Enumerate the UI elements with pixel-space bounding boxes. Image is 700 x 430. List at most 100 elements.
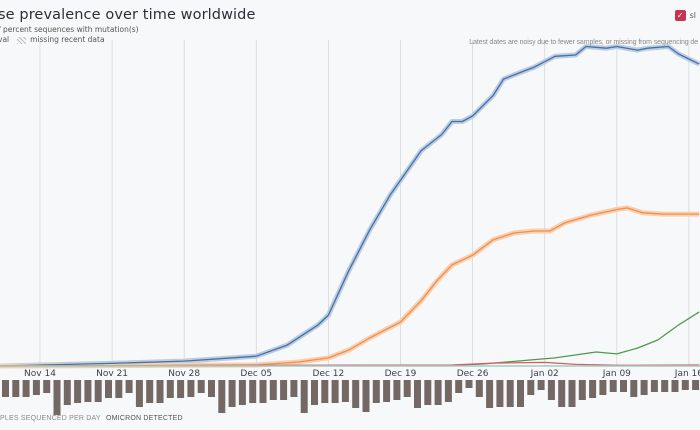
samples-bar: [22, 380, 30, 397]
samples-bar: [692, 380, 700, 390]
samples-bar: [527, 380, 535, 395]
samples-bar: [269, 380, 277, 400]
x-tick-labels: Nov 14 Nov 21 Nov 28 Dec 05 Dec 12 Dec 19 Dec …: [24, 369, 700, 379]
samples-bar: [486, 380, 494, 408]
x-tick-label: Jan 02: [530, 369, 559, 379]
blue-confidence-band: [0, 44, 700, 369]
samples-bar: [465, 380, 473, 388]
samples-bar: [208, 380, 215, 397]
legend-val: val: [0, 35, 10, 44]
samples-bar: [414, 380, 421, 408]
samples-bar: [135, 380, 143, 407]
samples-bar: [547, 380, 555, 400]
x-tick-label: Nov 14: [24, 369, 56, 379]
samples-bar: [578, 380, 586, 400]
samples-bar: [74, 380, 82, 403]
samples-bar: [568, 380, 576, 407]
samples-bar: [362, 380, 370, 412]
samples-bar: [372, 380, 380, 403]
x-tick-label: Jan 16: [674, 369, 700, 379]
show-checkbox[interactable]: ✓ sl: [674, 10, 696, 21]
legend-missing: missing recent data: [17, 35, 105, 44]
samples-bar: [218, 380, 226, 413]
samples-bar: [290, 380, 298, 397]
blue-series-line: [0, 45, 700, 367]
samples-bar: [300, 380, 308, 413]
samples-bar: [187, 380, 195, 397]
x-tick-label: Dec 26: [457, 369, 489, 379]
samples-bar: [228, 380, 236, 407]
orange-confidence-band: [0, 205, 700, 369]
chart-title: se prevalence over time worldwide: [0, 7, 256, 23]
samples-bar: [599, 380, 607, 395]
samples-bar: [146, 380, 154, 403]
samples-bar: [115, 380, 123, 398]
samples-bar: [352, 380, 360, 408]
samples-bar: [558, 380, 566, 407]
chart-subtitle: f percent sequences with mutation(s): [0, 25, 139, 34]
samples-bar: [53, 380, 61, 415]
samples-bar: [671, 380, 679, 392]
samples-bar: [259, 380, 267, 403]
samples-bar: [506, 380, 514, 407]
samples-bar: [125, 380, 133, 393]
samples-bar: [661, 380, 669, 392]
samples-bar: [475, 380, 483, 397]
x-tick-label: Nov 28: [168, 369, 200, 379]
samples-bar: [609, 380, 617, 392]
x-tick-label: Dec 12: [313, 369, 345, 379]
samples-bar: [383, 380, 391, 402]
samples-bar: [32, 380, 40, 395]
samples-bar: [238, 380, 246, 405]
samples-bar: [681, 380, 689, 390]
samples-bar: [156, 380, 164, 403]
samples-bar: [63, 380, 71, 405]
samples-bar: [177, 380, 185, 398]
samples-bar: [620, 380, 627, 392]
samples-bar: [321, 380, 329, 403]
samples-bar: [341, 380, 349, 402]
samples-bar: [496, 380, 504, 407]
samples-bar: [280, 380, 288, 400]
samples-bar: [2, 380, 9, 397]
hatch-icon: [17, 36, 27, 44]
samples-bar: [403, 380, 411, 397]
samples-bar: [517, 380, 524, 407]
samples-bar: [94, 380, 102, 402]
orange-series-line: [0, 207, 700, 367]
x-tick-label: Dec 05: [240, 369, 272, 379]
samples-bar: [630, 380, 638, 397]
checkbox-label: sl: [689, 11, 696, 20]
samples-bar: [166, 380, 174, 398]
series-lines: [0, 45, 700, 367]
samples-bar: [434, 380, 442, 405]
confidence-bands: [0, 44, 700, 369]
samples-bar: [393, 380, 401, 400]
green-series-line: [0, 311, 700, 367]
samples-bar: [589, 380, 597, 398]
samples-bar: [197, 380, 205, 393]
x-tick-label: Dec 19: [385, 369, 417, 379]
samples-bar: [650, 380, 658, 392]
samples-bar: [331, 380, 339, 403]
samples-bar: [444, 380, 452, 402]
samples-sequenced-label: PLES SEQUENCED PER DAY: [0, 415, 101, 422]
samples-bar: [455, 380, 463, 393]
omicron-detected-label: OMICRON DETECTED: [106, 415, 183, 422]
gridlines: [39, 40, 690, 366]
samples-bar: [311, 380, 318, 405]
samples-bars: [2, 380, 700, 415]
samples-bar: [640, 380, 648, 395]
legend-missing-label: missing recent data: [30, 35, 105, 44]
samples-bar: [424, 380, 432, 405]
samples-bar: [43, 380, 51, 393]
noisy-data-note: Latest dates are noisy due to fewer samp…: [469, 39, 698, 46]
x-tick-label: Jan 09: [602, 369, 631, 379]
samples-bar: [84, 380, 92, 402]
samples-bar: [105, 380, 112, 398]
samples-bar: [537, 380, 545, 390]
samples-bar: [249, 380, 257, 403]
checkmark-icon: ✓: [674, 10, 686, 21]
legend: val missing recent data: [0, 35, 105, 44]
